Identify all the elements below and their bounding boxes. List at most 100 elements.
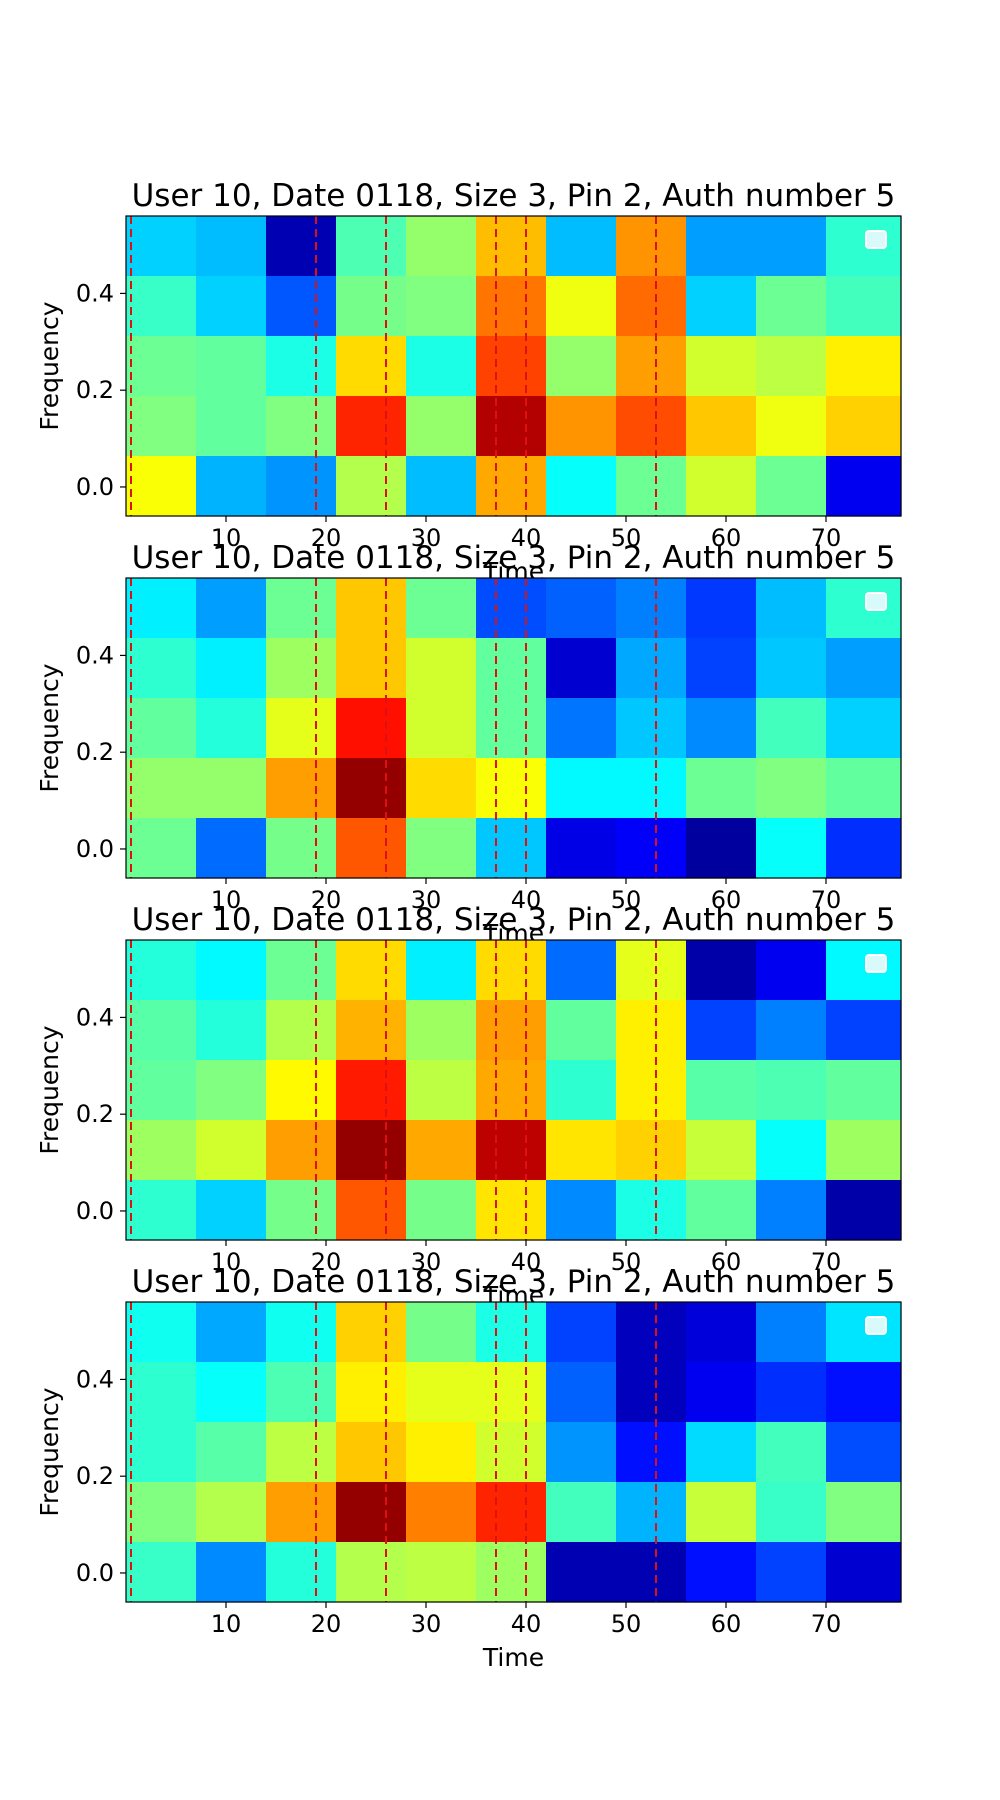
heatmap-cell [756, 456, 827, 517]
heatmap-cell [546, 396, 617, 457]
heatmap-cell [826, 396, 902, 457]
heatmap-cell [686, 1482, 757, 1543]
heatmap-cell [756, 1000, 827, 1061]
heatmap-cell [336, 940, 407, 1001]
heatmap-cell [476, 1180, 547, 1241]
heatmap-cell [616, 578, 687, 639]
heatmap-cell [196, 336, 267, 397]
heatmap-cell [756, 698, 827, 759]
heatmap-cell [196, 1120, 267, 1181]
heatmap-cell [336, 276, 407, 337]
heatmap-cell [826, 456, 902, 517]
axes-frame [125, 939, 902, 1241]
heatmap-cell [126, 216, 197, 277]
heatmap-cell [476, 1060, 547, 1121]
heatmap-cell [686, 1302, 757, 1363]
heatmap-cell [406, 758, 477, 819]
heatmap-cell [476, 396, 547, 457]
y-tick-label: 0.0 [76, 835, 114, 863]
heatmap-cell [406, 1362, 477, 1423]
chart-title: User 10, Date 0118, Size 3, Pin 2, Auth … [132, 1264, 896, 1300]
heatmap-cell [546, 638, 617, 699]
heatmap-cell [546, 1542, 617, 1603]
x-tick-label: 30 [411, 886, 442, 914]
x-tick-label: 10 [211, 886, 242, 914]
x-tick-label: 40 [511, 886, 542, 914]
heatmap-cell [546, 1000, 617, 1061]
heatmap-cell [406, 1060, 477, 1121]
heatmap-cell [476, 578, 547, 639]
heatmap-cell [266, 940, 337, 1001]
heatmap-cell [546, 1060, 617, 1121]
heatmap-cell [616, 698, 687, 759]
heatmap-cell [336, 216, 407, 277]
heatmap-cell [476, 1000, 547, 1061]
heatmap-cell [266, 276, 337, 337]
x-tick-label: 70 [811, 524, 842, 552]
heatmap-cell [686, 456, 757, 517]
heatmap-cell [476, 216, 547, 277]
heatmap-cell [546, 216, 617, 277]
heatmap-cell [126, 638, 197, 699]
heatmap-cell [196, 578, 267, 639]
heatmap-cell [826, 1422, 902, 1483]
heatmap-cell [266, 1362, 337, 1423]
axes-frame [125, 215, 902, 517]
heatmap-cell [406, 1120, 477, 1181]
heatmap-cell [336, 698, 407, 759]
heatmap-cell [266, 1422, 337, 1483]
x-tick-label: 10 [211, 1610, 242, 1638]
x-tick-label: 60 [711, 886, 742, 914]
heatmap-cell [266, 216, 337, 277]
heatmap-cell [126, 1542, 197, 1603]
heatmap-cell [126, 276, 197, 337]
heatmap-cell [546, 758, 617, 819]
y-axis-label: Frequency [35, 301, 64, 430]
heatmap-cell [616, 276, 687, 337]
heatmap-cell [686, 1120, 757, 1181]
heatmap-cell [546, 818, 617, 879]
heatmap-cell [756, 1542, 827, 1603]
heatmap-cell [196, 1482, 267, 1543]
y-tick-label: 0.4 [76, 1365, 114, 1393]
heatmap-cell [336, 1482, 407, 1543]
heatmap-cell [476, 1482, 547, 1543]
x-tick-label: 50 [611, 1610, 642, 1638]
y-tick-label: 0.0 [76, 1559, 114, 1587]
heatmap-cell [126, 940, 197, 1001]
heatmap-cell [476, 336, 547, 397]
x-axis-label: Time [482, 1643, 544, 1672]
heatmap-cell [266, 1302, 337, 1363]
heatmap-cell [406, 940, 477, 1001]
heatmap-cell [196, 818, 267, 879]
heatmap-cell [266, 1120, 337, 1181]
heatmap-cell [476, 638, 547, 699]
heatmap-cell [826, 1542, 902, 1603]
y-tick-label: 0.2 [76, 738, 114, 766]
heatmap-cell [686, 758, 757, 819]
heatmap-cell [336, 396, 407, 457]
heatmap-cell [196, 940, 267, 1001]
x-tick-label: 10 [211, 524, 242, 552]
x-tick-label: 20 [311, 524, 342, 552]
heatmap-cell [826, 1120, 902, 1181]
legend-box [865, 230, 887, 249]
heatmap-cell [196, 276, 267, 337]
heatmap-cell [756, 276, 827, 337]
heatmap-cell [686, 276, 757, 337]
heatmap-cell [616, 1120, 687, 1181]
heatmap-cell [686, 1180, 757, 1241]
heatmap-cell [546, 1120, 617, 1181]
heatmap-cell [616, 818, 687, 879]
x-tick-label: 60 [711, 1610, 742, 1638]
x-tick-label: 60 [711, 1248, 742, 1276]
heatmap-cell [266, 698, 337, 759]
heatmap-cell [616, 1482, 687, 1543]
legend-box [865, 592, 887, 611]
x-tick-label: 50 [611, 886, 642, 914]
heatmap-cell [616, 638, 687, 699]
heatmap-cell [126, 698, 197, 759]
